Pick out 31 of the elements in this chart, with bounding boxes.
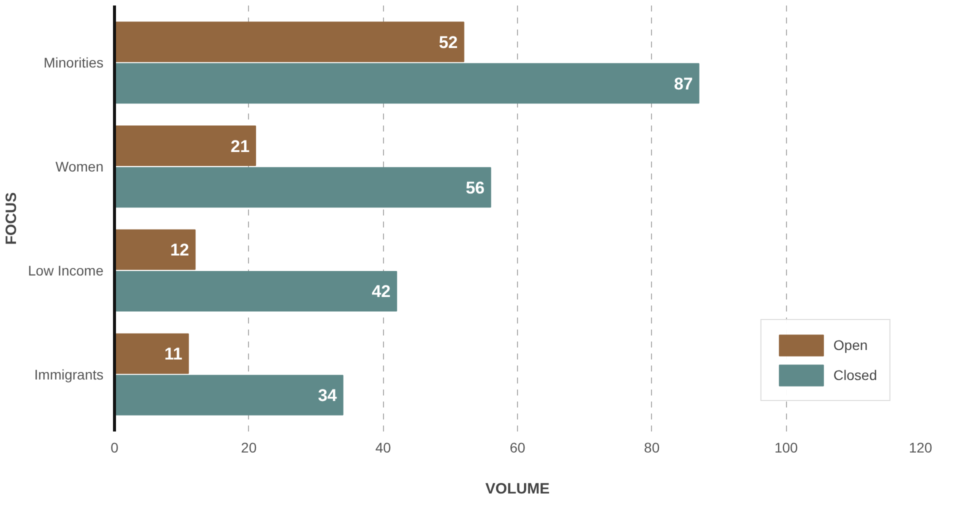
bar bbox=[114, 126, 256, 166]
data-label: 56 bbox=[466, 178, 485, 198]
data-label: 87 bbox=[674, 74, 693, 94]
y-tick-label: Immigrants bbox=[34, 366, 104, 382]
y-axis-title: FOCUS bbox=[3, 192, 20, 245]
data-label: 52 bbox=[438, 32, 458, 52]
legend-label: Open bbox=[833, 337, 868, 353]
legend-label: Closed bbox=[833, 367, 877, 383]
data-label: 11 bbox=[164, 344, 182, 364]
data-label: 21 bbox=[230, 136, 250, 156]
x-tick-label: 100 bbox=[774, 440, 798, 456]
bar bbox=[114, 270, 398, 312]
bar bbox=[114, 374, 344, 416]
y-tick-label: Women bbox=[56, 158, 104, 175]
y-tick-label: Low Income bbox=[28, 262, 104, 278]
bar bbox=[114, 22, 464, 62]
x-tick-label: 80 bbox=[644, 440, 660, 456]
x-tick-label: 20 bbox=[241, 440, 257, 456]
data-label: 34 bbox=[318, 386, 338, 406]
data-label: 12 bbox=[170, 240, 190, 260]
bar bbox=[114, 167, 492, 208]
x-tick-label: 40 bbox=[375, 440, 392, 456]
x-tick-label: 60 bbox=[510, 440, 526, 456]
y-tick-label: Minorities bbox=[44, 54, 104, 71]
x-axis-title: VOLUME bbox=[485, 480, 550, 498]
x-tick-label: 0 bbox=[110, 440, 119, 456]
bar bbox=[114, 229, 196, 270]
bar bbox=[114, 63, 700, 104]
data-label: 42 bbox=[372, 282, 391, 302]
x-tick-label: 120 bbox=[908, 440, 932, 456]
bar bbox=[114, 333, 189, 374]
